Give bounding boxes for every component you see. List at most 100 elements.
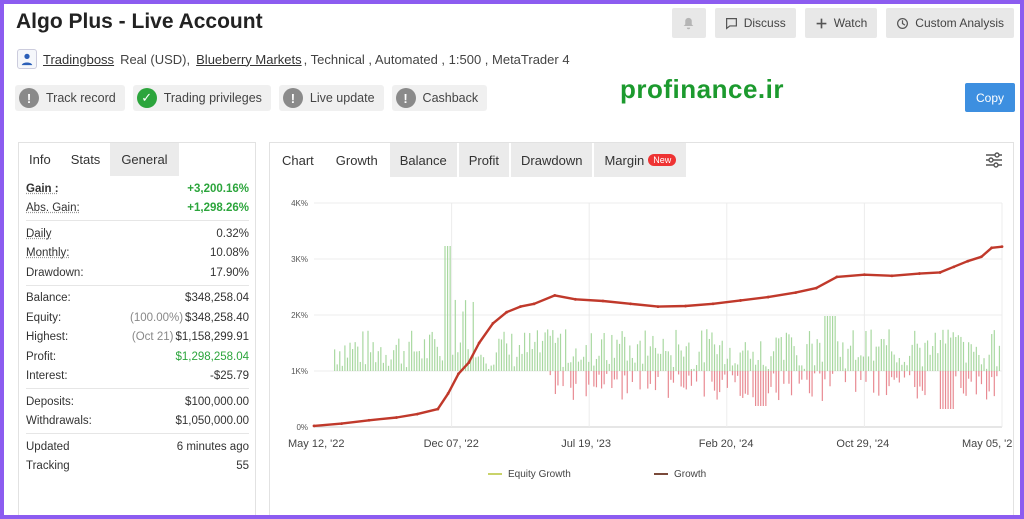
stat-group-account: Balance: $348,258.04 Equity: (100.00%) $3… [26, 286, 249, 389]
warning-icon: ! [395, 88, 416, 108]
growth-point [938, 271, 942, 274]
growth-point [711, 302, 715, 306]
tab-stats[interactable]: Stats [60, 143, 111, 176]
updated-label: Updated [26, 440, 70, 453]
watermark-text: profinance.ir [620, 74, 784, 104]
growth-point [966, 259, 969, 263]
badge-live-update[interactable]: ! Live update [278, 85, 384, 111]
chart-tabs: Chart Growth Balance Profit Drawdown Mar… [270, 143, 1013, 177]
tab-profit[interactable]: Profit [458, 143, 510, 177]
interest-value: -$25.79 [209, 370, 249, 383]
deposits-label: Deposits: [26, 395, 74, 408]
highest-label: Highest: [26, 331, 69, 344]
interest-label: Interest: [26, 370, 68, 383]
y-tick-label: 2K% [291, 311, 308, 320]
growth-point [467, 361, 471, 364]
stat-group-rates: Daily 0.32% Monthly: 10.08% Drawdown: 17… [26, 221, 249, 286]
growth-point [415, 412, 419, 416]
x-tick-label: Oct 29, '24 [836, 438, 889, 450]
x-tick-label: Feb 20, '24 [699, 438, 754, 450]
tab-general[interactable]: General [110, 143, 179, 176]
tab-margin-label: Margin [604, 152, 645, 168]
y-tick-label: 4K% [291, 199, 308, 208]
growth-point [312, 424, 316, 428]
growth-point [814, 286, 818, 290]
stats-list: Gain : +3,200.16% Abs. Gain: +1,298.26% … [19, 176, 255, 478]
badge-track-record[interactable]: ! Track record [15, 85, 125, 111]
growth-point [519, 305, 522, 308]
balance-value: $348,258.04 [185, 292, 249, 305]
gain-value: +3,200.16% [187, 182, 249, 195]
stat-row: Gain : +3,200.16% [26, 179, 249, 199]
stat-row: Withdrawals: $1,050,000.00 [26, 412, 249, 432]
stats-tabs: Info Stats General [19, 143, 255, 176]
monthly-value: 10.08% [209, 247, 249, 260]
daily-value: 0.32% [216, 227, 249, 240]
growth-point [477, 341, 481, 345]
drawdown-value: 17.90% [209, 266, 249, 279]
broker-link[interactable]: Blueberry Markets [196, 51, 302, 67]
tab-balance[interactable]: Balance [389, 143, 457, 177]
status-badges: ! Track record ✓ Trading privileges ! Li… [15, 85, 488, 111]
stat-row: Equity: (100.00%) $348,258.40 [26, 308, 249, 328]
legend-label-growth: Growth [674, 469, 706, 480]
stat-row: Highest: (Oct 21) $1,158,299.91 [26, 328, 249, 348]
discuss-button[interactable]: Discuss [714, 8, 796, 38]
badge-label: Cashback [422, 91, 479, 105]
copy-button[interactable]: Copy [965, 83, 1015, 112]
tab-drawdown[interactable]: Drawdown [511, 143, 593, 177]
growth-point [553, 294, 557, 297]
custom-analysis-label: Custom Analysis [915, 16, 1004, 30]
growth-line [313, 245, 1003, 428]
account-details: , Technical , Automated , 1:500 , MetaTr… [303, 51, 570, 67]
custom-analysis-button[interactable]: Custom Analysis [886, 8, 1014, 38]
growth-point [863, 273, 866, 277]
growth-point [395, 416, 398, 419]
tab-info[interactable]: Info [19, 143, 61, 176]
tracking-label: Tracking [26, 460, 70, 473]
withdrawals-label: Withdrawals: [26, 415, 92, 428]
tab-margin[interactable]: Margin New [594, 143, 687, 177]
page: Algo Plus - Live Account Discuss Watch C… [4, 4, 1020, 515]
abs-gain-value: +1,298.26% [187, 202, 249, 215]
abs-gain-label[interactable]: Abs. Gain: [26, 202, 80, 215]
tracking-value: 55 [236, 460, 249, 473]
highest-value-wrap: (Oct 21) $1,158,299.91 [132, 331, 249, 343]
growth-point [656, 305, 660, 308]
check-icon: ✓ [136, 88, 157, 108]
growth-point [766, 295, 770, 299]
badge-trading-privileges[interactable]: ✓ Trading privileges [132, 85, 271, 111]
profit-label: Profit: [26, 350, 57, 363]
growth-point [794, 291, 797, 294]
user-link[interactable]: Tradingboss [43, 51, 115, 67]
growth-chart: 0% 1K% 2K% 3K% 4K% May 12, '22 Dec 07, '22 Jul … [288, 199, 1013, 480]
badge-label: Trading privileges [163, 91, 262, 105]
discuss-label: Discuss [743, 16, 786, 30]
stat-group-gain: Gain : +3,200.16% Abs. Gain: +1,298.26% [26, 176, 249, 221]
stat-row: Updated 6 minutes ago [26, 437, 249, 457]
notify-button[interactable] [671, 8, 706, 38]
stat-row: Profit: $1,298,258.04 [26, 347, 249, 367]
warning-icon: ! [282, 88, 303, 108]
equity-label: Equity: [26, 311, 62, 324]
x-tick-label: May 05, '25 [962, 438, 1013, 450]
chat-icon [725, 17, 737, 30]
daily-label[interactable]: Daily [26, 227, 52, 240]
clock-icon [897, 17, 909, 29]
growth-point [979, 255, 983, 259]
x-tick-label: Dec 07, '22 [424, 438, 479, 450]
watch-label: Watch [833, 16, 868, 30]
growth-point [1000, 245, 1004, 249]
chart-settings-icon[interactable] [985, 151, 1003, 169]
monthly-label[interactable]: Monthly: [26, 247, 70, 260]
bell-icon [683, 17, 694, 29]
highest-value: $1,158,299.91 [175, 331, 249, 344]
growth-point [505, 310, 509, 314]
gain-label[interactable]: Gain : [26, 182, 59, 195]
y-tick-label: 0% [296, 423, 308, 432]
account-type: Real (USD), [120, 51, 191, 67]
top-actions: Discuss Watch Custom Analysis [671, 8, 1014, 38]
tab-growth[interactable]: Growth [325, 143, 388, 177]
badge-cashback[interactable]: ! Cashback [391, 85, 488, 111]
watch-button[interactable]: Watch [804, 8, 878, 38]
